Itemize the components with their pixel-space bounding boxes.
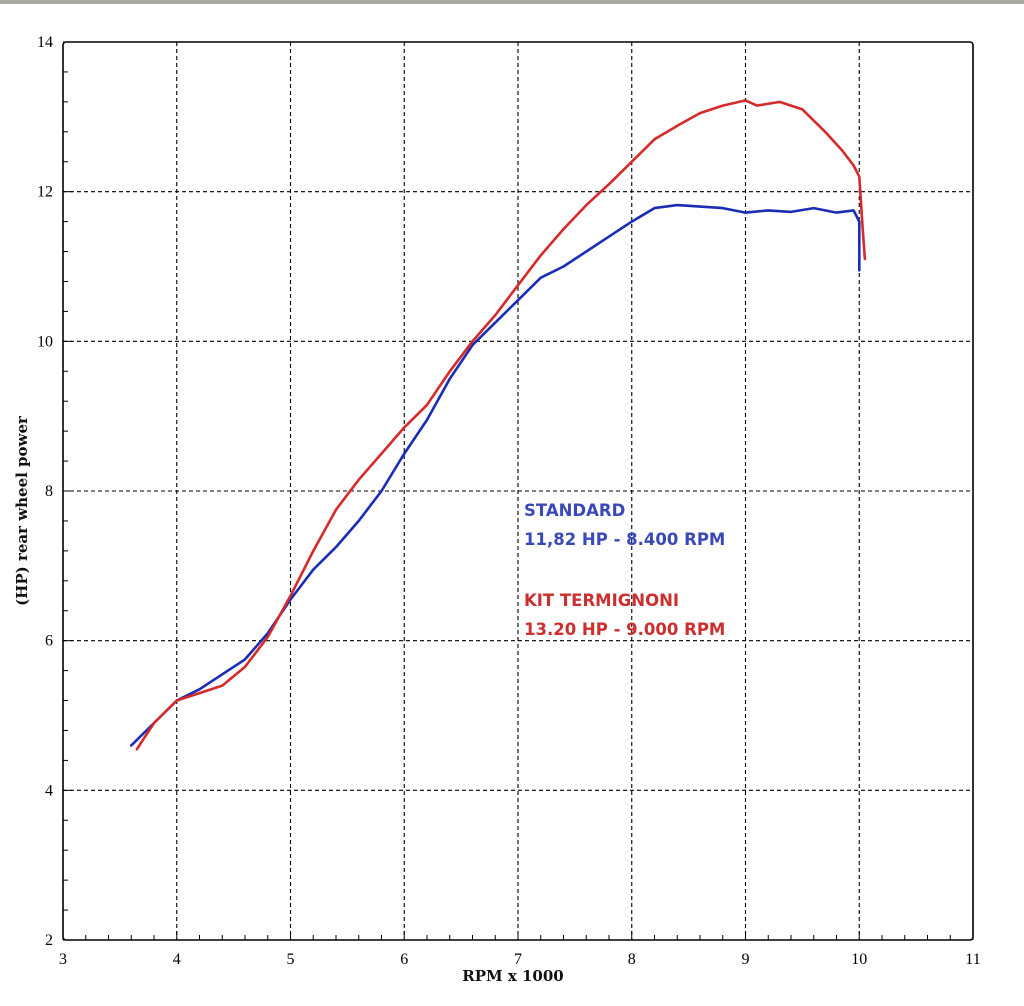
x-tick-label: 6	[400, 951, 408, 968]
series-line-kit-termignoni	[135, 99, 867, 751]
standard-peak-label: 11,82 HP - 8.400 RPM	[524, 530, 725, 549]
series-line-standard	[130, 203, 861, 747]
series-lines	[130, 99, 867, 751]
termignoni-peak-label: 13.20 HP - 9.000 RPM	[524, 620, 725, 639]
y-tick-label: 8	[45, 483, 53, 500]
x-axis-title: RPM x 1000	[462, 967, 563, 985]
y-axis-title: (HP) rear wheel power	[13, 415, 31, 606]
x-tick-label: 3	[59, 951, 67, 968]
y-tick-label: 14	[37, 34, 53, 51]
y-tick-label: 10	[37, 333, 53, 350]
window-top-border	[0, 0, 1024, 4]
minor-ticks	[62, 41, 974, 941]
tick-labels: 3 4 5 6 7 8 9 10 11 2 4 6 8 10 12 14	[37, 34, 981, 968]
grid-lines	[63, 42, 973, 940]
x-tick-label: 8	[628, 951, 636, 968]
x-tick-label: 7	[514, 951, 522, 968]
x-tick-label: 11	[965, 951, 980, 968]
y-tick-label: 2	[45, 932, 53, 949]
x-tick-label: 5	[287, 951, 295, 968]
y-tick-label: 12	[37, 184, 53, 201]
x-tick-label: 4	[173, 951, 181, 968]
x-tick-label: 10	[851, 951, 867, 968]
y-tick-label: 6	[45, 633, 53, 650]
termignoni-legend-label: KIT TERMIGNONI	[524, 591, 679, 610]
standard-legend-label: STANDARD	[524, 501, 625, 520]
y-tick-label: 4	[45, 782, 53, 799]
x-tick-label: 9	[742, 951, 750, 968]
